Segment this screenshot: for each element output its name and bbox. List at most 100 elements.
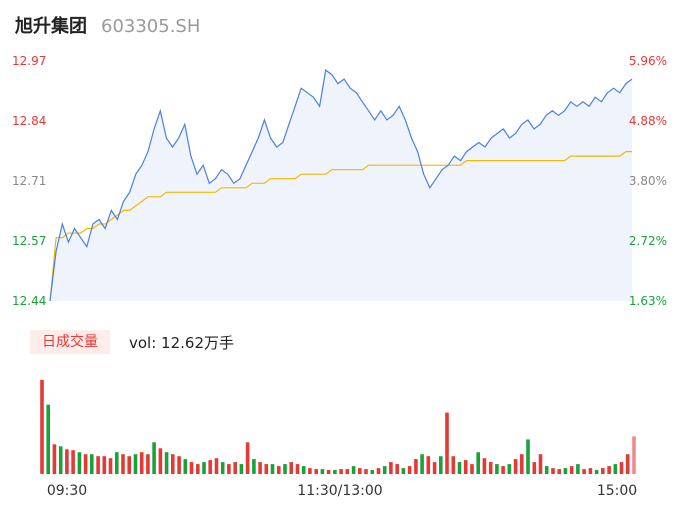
volume-bar bbox=[189, 462, 194, 474]
volume-bar bbox=[233, 462, 237, 474]
volume-bar bbox=[139, 452, 144, 474]
volume-bar bbox=[115, 452, 119, 474]
price-line bbox=[49, 69, 633, 302]
volume-bar bbox=[526, 439, 530, 474]
volume-bar bbox=[320, 469, 325, 475]
volume-bar bbox=[507, 464, 512, 474]
volume-bar bbox=[40, 379, 44, 474]
volume-bar bbox=[258, 462, 262, 474]
left-axis-ticks: 12.97 12.84 12.71 12.57 12.44 bbox=[12, 54, 46, 308]
volume-bar bbox=[314, 469, 318, 475]
volume-bar bbox=[376, 468, 381, 474]
volume-bar bbox=[208, 460, 212, 474]
volume-bar bbox=[445, 412, 449, 474]
volume-bar bbox=[326, 470, 331, 474]
volume-bar bbox=[569, 466, 574, 474]
volume-bar bbox=[152, 442, 156, 474]
volume-bar bbox=[588, 468, 593, 474]
volume-bar bbox=[77, 452, 82, 474]
volume-bar bbox=[601, 468, 605, 474]
percent-tick-label: 5.96% bbox=[629, 54, 667, 68]
volume-bar bbox=[301, 466, 306, 474]
percent-tick-label: 2.72% bbox=[629, 234, 667, 248]
volume-bar bbox=[625, 454, 630, 474]
volume-bar bbox=[345, 469, 350, 475]
time-tick-label: 09:30 bbox=[47, 483, 87, 499]
volume-bar bbox=[401, 468, 406, 474]
volume-bar bbox=[576, 464, 580, 474]
volume-bar bbox=[364, 469, 368, 475]
volume-bar bbox=[389, 462, 393, 474]
volume-bar bbox=[476, 452, 480, 474]
volume-bar bbox=[71, 450, 75, 474]
volume-bar bbox=[214, 458, 219, 474]
volume-bar bbox=[270, 464, 275, 474]
price-tick-label: 12.84 bbox=[12, 114, 46, 128]
volume-bar bbox=[544, 466, 549, 474]
price-area bbox=[49, 69, 633, 302]
volume-bar bbox=[613, 464, 618, 474]
stock-code: 603305.SH bbox=[101, 16, 201, 37]
volume-bar bbox=[520, 454, 524, 474]
volume-bar bbox=[264, 464, 269, 474]
volume-bar bbox=[333, 470, 337, 474]
volume-bar bbox=[420, 454, 424, 474]
price-tick-label: 12.44 bbox=[12, 294, 46, 308]
percent-tick-label: 1.63% bbox=[629, 294, 667, 308]
volume-bar bbox=[495, 464, 499, 474]
volume-bar bbox=[252, 459, 256, 474]
volume-bar bbox=[277, 466, 281, 474]
right-axis-ticks: 5.96% 4.88% 3.80% 2.72% 1.63% bbox=[629, 54, 667, 308]
price-tick-label: 12.57 bbox=[12, 234, 46, 248]
volume-bar bbox=[382, 466, 387, 474]
volume-bars bbox=[40, 379, 636, 475]
price-area-fill bbox=[50, 70, 632, 301]
volume-bar bbox=[358, 468, 362, 474]
time-axis-ticks: 09:30 11:30/13:00 15:00 bbox=[47, 483, 637, 499]
volume-bar bbox=[108, 458, 113, 474]
volume-bar bbox=[619, 462, 624, 474]
volume-bar bbox=[594, 470, 599, 474]
volume-bar bbox=[220, 462, 225, 474]
volume-bar bbox=[470, 464, 474, 474]
stock-header: 旭升集团 603305.SH bbox=[15, 12, 200, 40]
volume-bar bbox=[83, 454, 88, 474]
volume-bar bbox=[451, 456, 456, 474]
volume-bar bbox=[482, 458, 487, 474]
volume-bar bbox=[407, 466, 412, 474]
volume-value: vol: 12.62万手 bbox=[129, 334, 234, 352]
volume-bar bbox=[582, 469, 586, 475]
volume-bar bbox=[196, 464, 200, 474]
volume-bar bbox=[289, 462, 293, 474]
volume-bar bbox=[171, 454, 175, 474]
volume-bar bbox=[133, 454, 138, 474]
volume-bar bbox=[65, 449, 69, 475]
volume-bar bbox=[90, 454, 94, 474]
volume-bar bbox=[239, 464, 244, 474]
price-tick-label: 12.71 bbox=[12, 174, 46, 188]
volume-bar bbox=[227, 464, 231, 474]
volume-bar bbox=[501, 466, 505, 474]
volume-bar bbox=[339, 469, 343, 475]
daily-volume-tag: 日成交量 bbox=[30, 330, 110, 354]
volume-bar bbox=[432, 462, 437, 474]
percent-tick-label: 3.80% bbox=[629, 174, 667, 188]
volume-bar bbox=[370, 470, 375, 474]
volume-bar bbox=[183, 459, 188, 474]
volume-bar bbox=[351, 466, 356, 474]
volume-bar bbox=[563, 468, 568, 474]
percent-tick-label: 4.88% bbox=[629, 114, 667, 128]
volume-bar bbox=[96, 456, 100, 474]
volume-bar bbox=[102, 456, 107, 474]
volume-bar bbox=[513, 459, 518, 474]
volume-bar bbox=[532, 462, 537, 474]
volume-bar bbox=[158, 448, 163, 474]
volume-bar bbox=[557, 469, 561, 475]
volume-bar bbox=[308, 468, 312, 474]
volume-bar bbox=[463, 460, 468, 474]
time-tick-label: 11:30/13:00 bbox=[297, 483, 382, 499]
volume-bar bbox=[146, 454, 150, 474]
volume-bar bbox=[551, 468, 555, 474]
avg-price-line bbox=[49, 151, 632, 302]
